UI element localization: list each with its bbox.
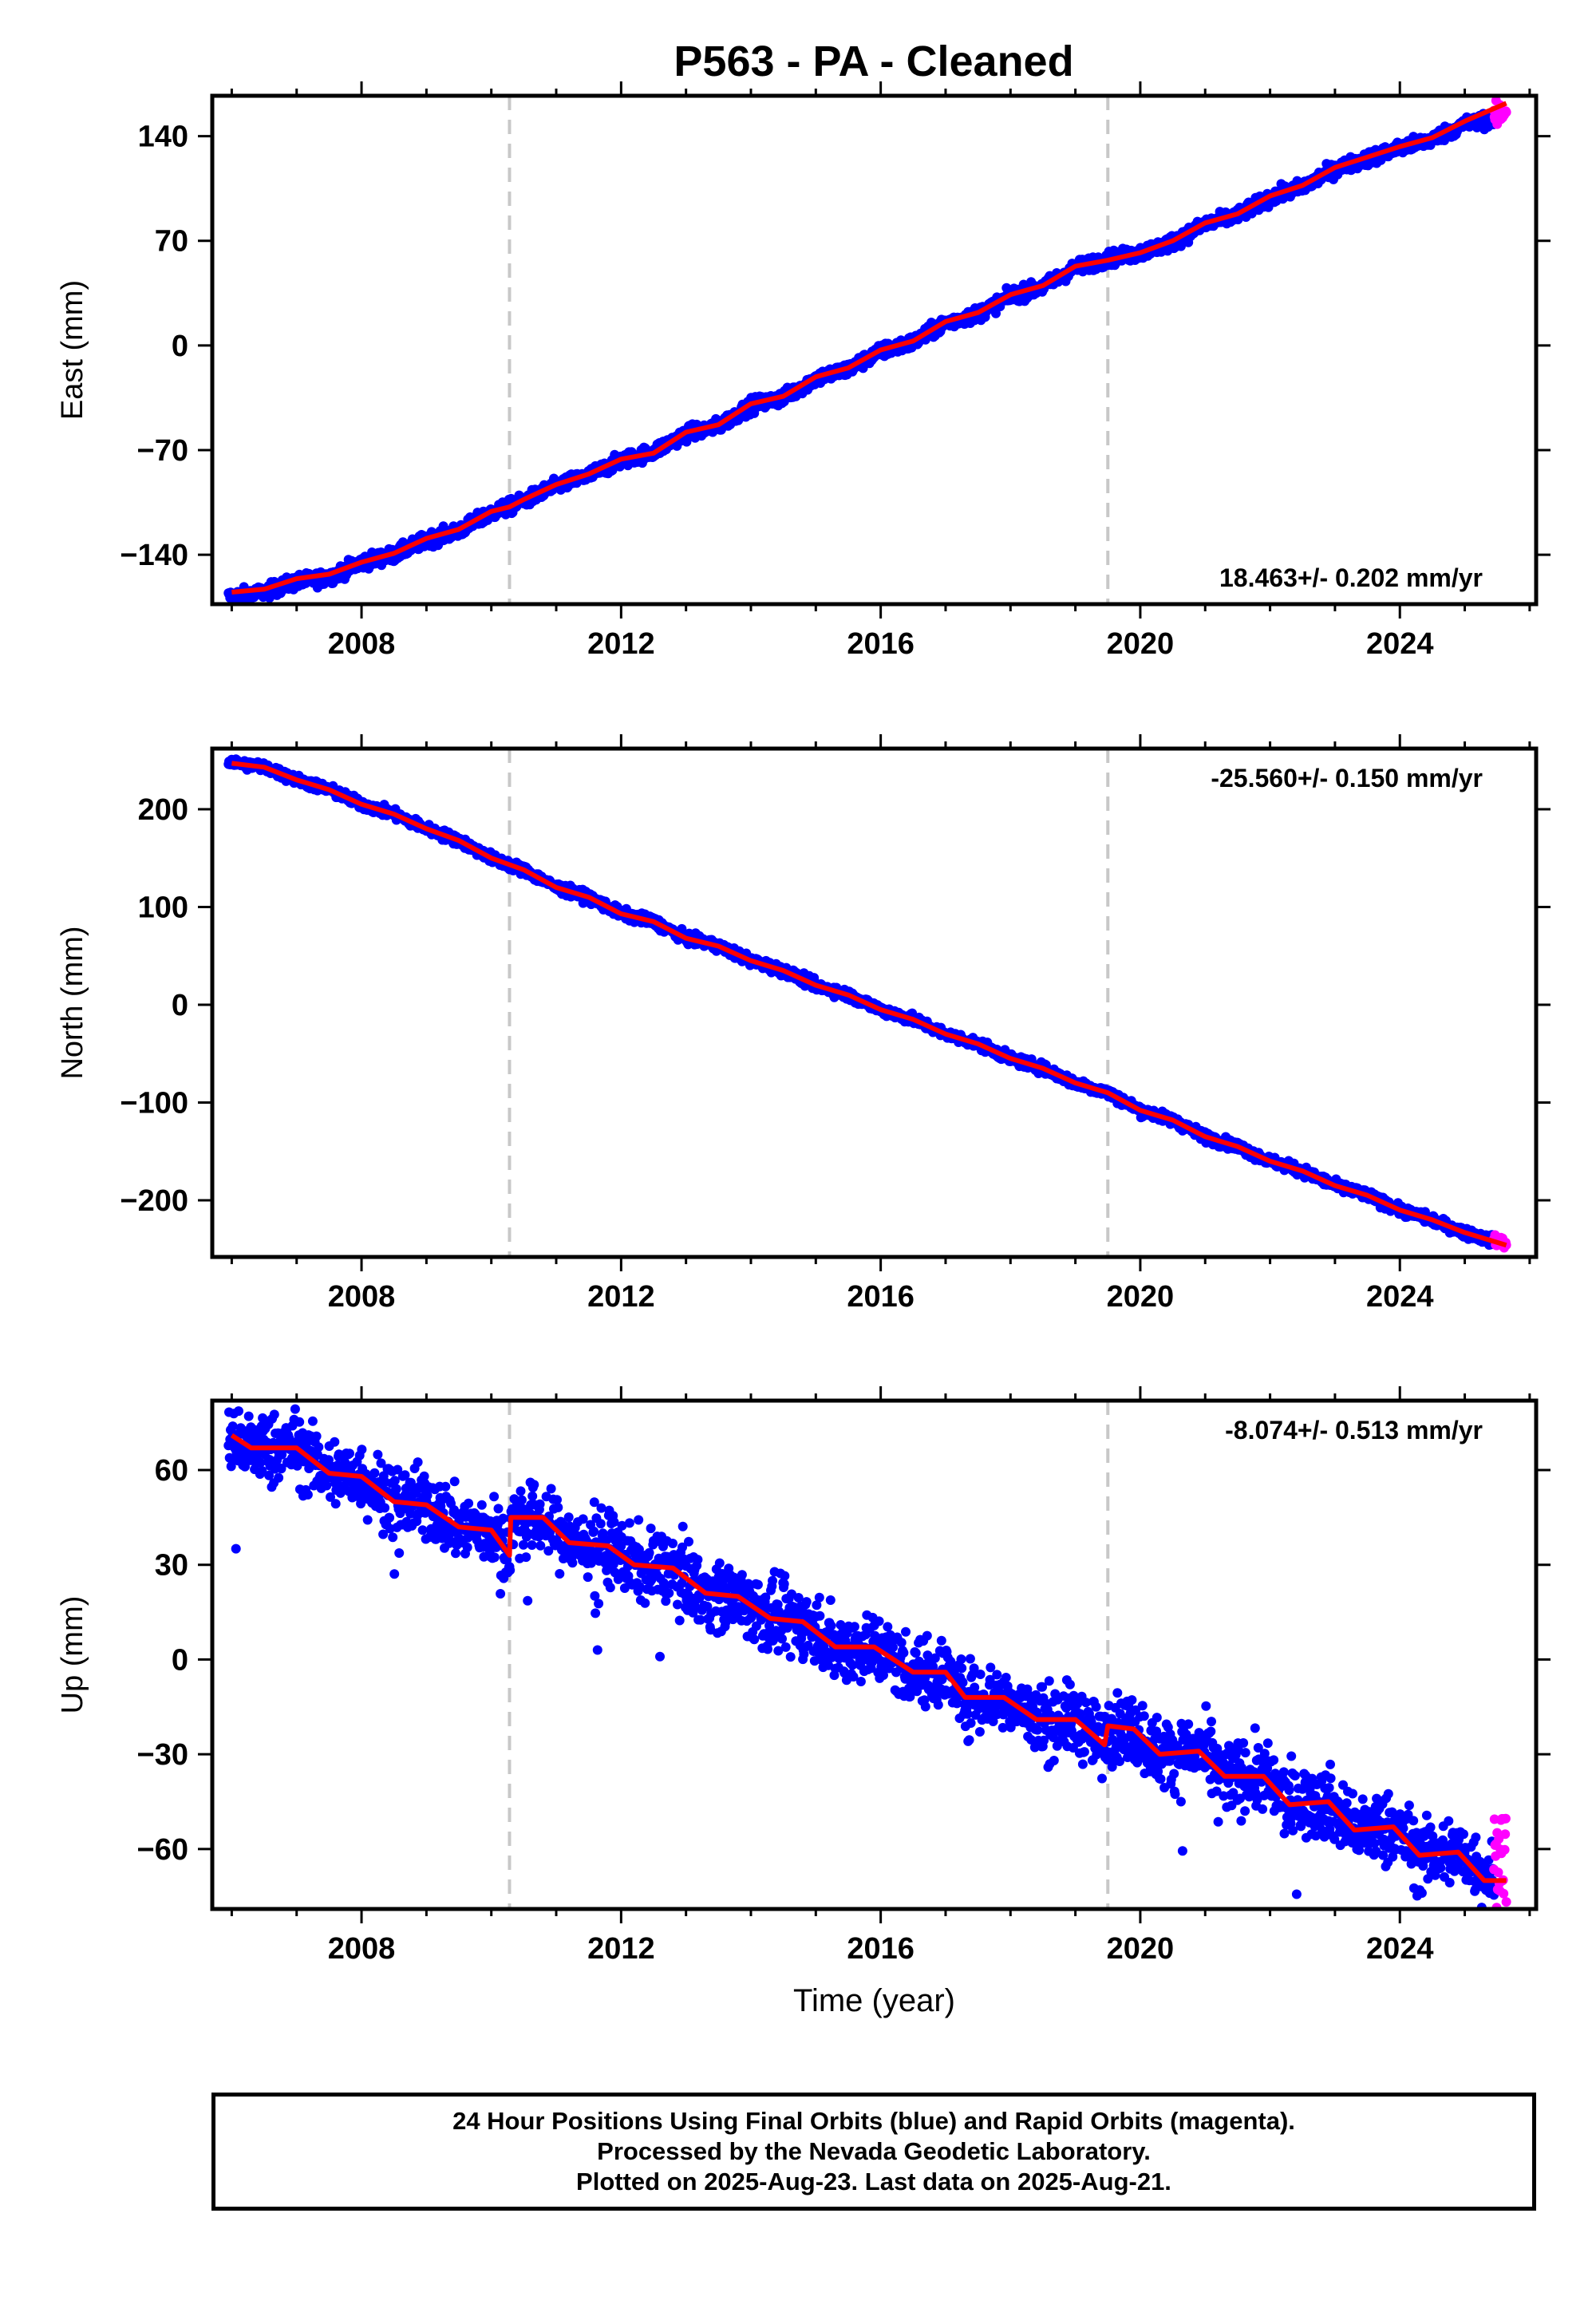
panel-east: 2008 2012 2016 2020 2024 140 70 0 −70 −140 East (m… (56, 81, 1551, 661)
x-tick-label: 2012 (587, 1280, 655, 1314)
x-tick-label: 2016 (847, 627, 915, 661)
plot-area (223, 96, 1511, 604)
y-tick-label: 0 (172, 330, 188, 363)
x-tick-label: 2020 (1107, 627, 1175, 661)
plot-frame (210, 93, 1539, 607)
plot-area (223, 749, 1511, 1257)
y-tick-label: 100 (138, 891, 188, 924)
x-tick-label: 2024 (1366, 1280, 1434, 1314)
x-tick-label: 2008 (328, 1280, 396, 1314)
plot-area (223, 1401, 1511, 1909)
y-tick-label: −70 (137, 434, 188, 468)
series-final-orbits (223, 1404, 1499, 1909)
data-point (240, 1461, 250, 1472)
plot-frame (210, 746, 1539, 1259)
data-point (243, 1411, 254, 1421)
data-point (234, 1406, 243, 1417)
data-point (1501, 107, 1511, 117)
rate-label: -25.560+/- 0.150 mm/yr (1211, 764, 1483, 792)
data-point (226, 1461, 236, 1472)
x-tick-label: 2020 (1107, 1280, 1175, 1314)
x-tick-label: 2008 (328, 627, 396, 661)
model-line (231, 101, 1507, 595)
x-tick-label: 2012 (587, 627, 655, 661)
data-point (227, 1421, 238, 1432)
y-tick-label: −100 (120, 1086, 188, 1120)
y-tick-label: 70 (155, 225, 188, 259)
y-axis-label: North (mm) (56, 926, 89, 1079)
x-tick-label: 2016 (847, 1280, 915, 1314)
y-tick-label: −200 (120, 1184, 188, 1218)
model-line (231, 761, 1507, 1248)
data-point (991, 308, 1001, 318)
y-tick-label: −140 (120, 539, 188, 572)
series-rapid-orbits (1489, 96, 1511, 129)
y-axis-label: East (mm) (56, 280, 89, 420)
y-tick-label: 0 (172, 989, 188, 1022)
y-tick-label: 200 (138, 793, 188, 827)
data-point (1175, 241, 1186, 251)
rate-label: 18.463+/- 0.202 mm/yr (1219, 563, 1483, 592)
y-tick-label: 140 (138, 121, 188, 154)
chart-title: P563 - PA - Cleaned (674, 38, 1073, 85)
data-point (231, 1543, 241, 1554)
x-tick-label: 2024 (1366, 627, 1434, 661)
panel-north: 2008 2012 2016 2020 2024 200 100 0 −100 −200 North… (56, 734, 1551, 1314)
